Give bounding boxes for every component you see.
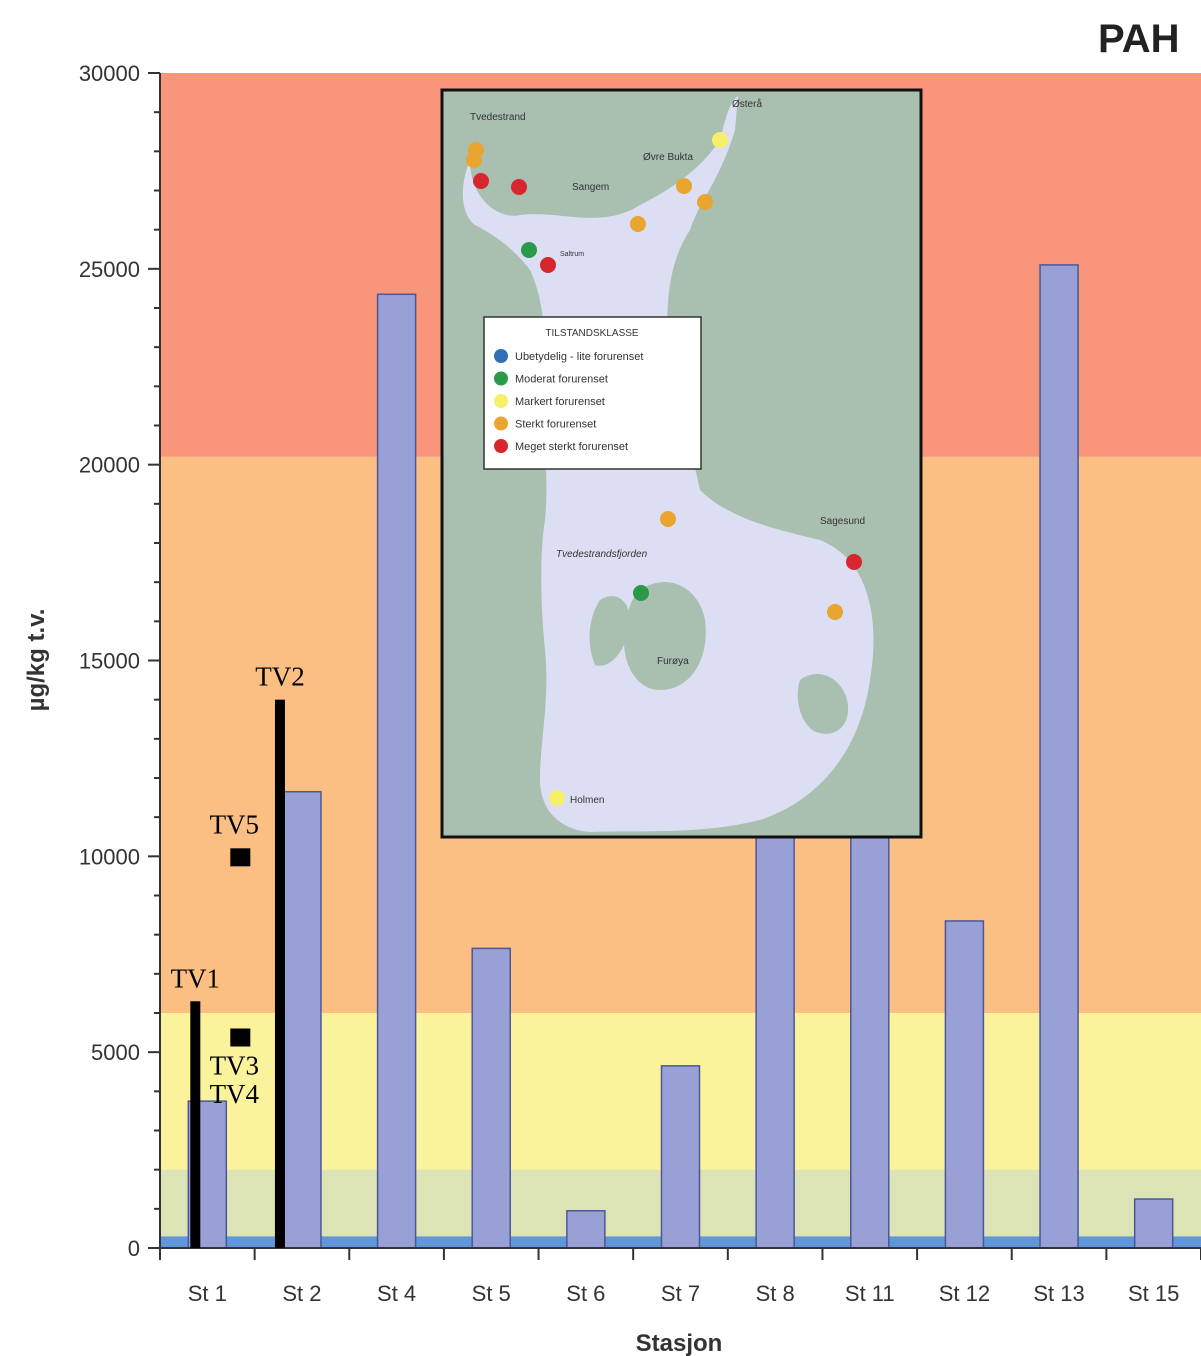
- legend-label: Moderat forurenset: [515, 374, 608, 386]
- y-tick-label: 20000: [79, 453, 140, 478]
- y-tick-labels: 0 5000 10000 15000 20000 25000 30000: [79, 61, 140, 1261]
- legend-swatch: [494, 371, 508, 386]
- station-dot: [473, 173, 489, 189]
- station-dot: [846, 554, 862, 570]
- x-tick-label: St 6: [566, 1281, 605, 1306]
- y-axis-title: µg/kg t.v.: [23, 609, 50, 712]
- place-label: Holmen: [570, 795, 604, 806]
- station-dot: [633, 585, 649, 601]
- bar: [1133, 1198, 1174, 1249]
- x-tick-labels: St 1 St 2 St 4 St 5 St 6 St 7 St 8 St 11 St 12 St…: [188, 1281, 1180, 1306]
- y-tick-label: 0: [128, 1236, 140, 1261]
- place-label: Øvre Bukta: [643, 152, 693, 163]
- y-tick-label: 5000: [91, 1040, 140, 1065]
- x-tick-label: St 15: [1128, 1281, 1179, 1306]
- tv-point-marker: [230, 1028, 251, 1047]
- bars: [187, 146, 1174, 1249]
- legend-box: [483, 316, 702, 470]
- legend-label: Ubetydelig - lite forurenset: [515, 351, 643, 363]
- legend-items: Ubetydelig - lite forurenset Moderat foru…: [494, 349, 643, 453]
- x-axis-ticks: [159, 1248, 1201, 1260]
- place-label: Tvedestrandsfjorden: [556, 549, 648, 560]
- station-dot: [521, 242, 537, 258]
- tv-point-marker: [230, 848, 251, 867]
- legend-label: Sterkt forurenset: [515, 419, 596, 431]
- place-label: Furøya: [657, 656, 689, 667]
- legend-label: Meget sterkt forurenset: [515, 441, 628, 453]
- y-tick-label: 10000: [79, 844, 140, 869]
- place-label: Sagesund: [820, 516, 865, 527]
- x-tick-label: St 5: [472, 1281, 511, 1306]
- x-tick-label: St 8: [756, 1281, 795, 1306]
- bar: [1039, 264, 1079, 1249]
- station-dot: [676, 178, 692, 194]
- x-axis-title: Stasjon: [636, 1330, 723, 1356]
- legend-title: TILSTANDSKLASSE: [545, 328, 639, 339]
- bar: [471, 947, 511, 1249]
- tv-range-bar: [190, 1001, 201, 1248]
- legend-swatch: [494, 416, 508, 431]
- x-tick-label: St 13: [1033, 1281, 1084, 1306]
- tv-label: TV4: [210, 1079, 260, 1109]
- bar: [944, 920, 985, 1249]
- station-dot: [697, 194, 713, 210]
- x-tick-label: St 11: [845, 1281, 895, 1306]
- place-label: Sangem: [572, 182, 609, 193]
- tv-label: TV2: [255, 662, 305, 692]
- map-island-east: [797, 674, 849, 734]
- station-dot: [660, 511, 676, 527]
- tv-label: TV1: [171, 963, 221, 993]
- chart-title: PAH: [1098, 17, 1179, 61]
- y-tick-label: 30000: [79, 61, 140, 86]
- legend-swatch: [494, 349, 508, 363]
- tv-label: TV5: [210, 809, 260, 839]
- tv-range-bar: [274, 699, 285, 1248]
- legend-swatch: [494, 394, 508, 408]
- axes: [159, 73, 1201, 1250]
- station-dot: [540, 257, 556, 273]
- bar: [282, 790, 322, 1249]
- station-dot: [466, 152, 482, 168]
- bar: [660, 1065, 701, 1249]
- legend-swatch: [494, 439, 508, 453]
- x-tick-label: St 12: [939, 1281, 990, 1306]
- y-tick-label: 15000: [79, 649, 140, 674]
- map-island-furoya: [624, 581, 706, 690]
- x-tick-label: St 2: [282, 1281, 321, 1306]
- legend-label: Markert forurenset: [515, 396, 605, 408]
- place-label: Østerå: [732, 98, 762, 110]
- map-inset: Tvedestrand Østerå Øvre Bukta Sangem Sal…: [440, 88, 923, 839]
- map-station-dots: [466, 132, 862, 806]
- y-axis-ticks: [148, 72, 160, 1249]
- y-tick-label: 25000: [79, 257, 140, 282]
- station-dot: [712, 132, 728, 148]
- station-dot: [549, 790, 565, 806]
- x-tick-label: St 4: [377, 1281, 416, 1306]
- place-label: Saltrum: [560, 251, 584, 258]
- x-tick-label: St 1: [188, 1281, 227, 1306]
- place-label: Tvedestrand: [470, 112, 526, 123]
- map-peninsula: [589, 596, 630, 666]
- bar: [566, 1210, 606, 1249]
- map-legend: TILSTANDSKLASSE Ubetydelig - lite forure…: [483, 316, 702, 470]
- tv-label: TV3: [210, 1051, 260, 1081]
- station-dot: [827, 604, 843, 620]
- x-tick-label: St 7: [661, 1281, 700, 1306]
- station-dot: [630, 216, 646, 232]
- station-dot: [511, 179, 527, 195]
- bar: [376, 293, 417, 1249]
